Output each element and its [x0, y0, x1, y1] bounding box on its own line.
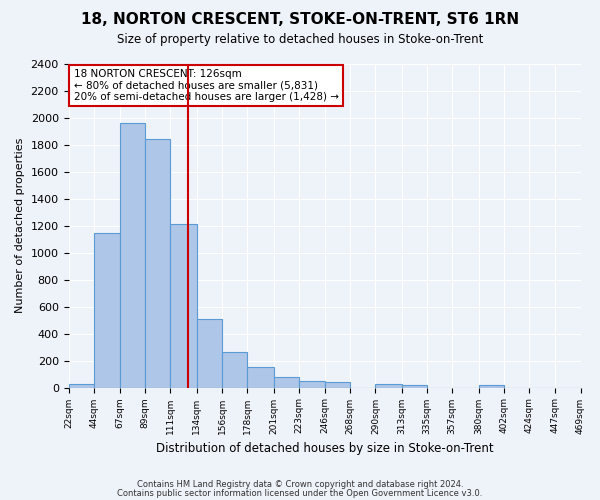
Bar	[145, 140, 170, 388]
Text: Size of property relative to detached houses in Stoke-on-Trent: Size of property relative to detached ho…	[117, 32, 483, 46]
Bar	[222, 352, 247, 388]
Bar	[325, 382, 350, 388]
Bar	[197, 319, 222, 388]
X-axis label: Distribution of detached houses by size in Stoke-on-Trent: Distribution of detached houses by size …	[156, 442, 493, 455]
Bar	[94, 232, 120, 388]
Y-axis label: Number of detached properties: Number of detached properties	[15, 138, 25, 314]
Bar	[247, 366, 274, 388]
Bar	[376, 384, 402, 388]
Bar	[68, 384, 94, 388]
Text: Contains HM Land Registry data © Crown copyright and database right 2024.: Contains HM Land Registry data © Crown c…	[137, 480, 463, 489]
Text: 18, NORTON CRESCENT, STOKE-ON-TRENT, ST6 1RN: 18, NORTON CRESCENT, STOKE-ON-TRENT, ST6…	[81, 12, 519, 28]
Bar	[402, 385, 427, 388]
Bar	[274, 377, 299, 388]
Text: Contains public sector information licensed under the Open Government Licence v3: Contains public sector information licen…	[118, 489, 482, 498]
Bar	[299, 381, 325, 388]
Bar	[120, 124, 145, 388]
Text: 18 NORTON CRESCENT: 126sqm
← 80% of detached houses are smaller (5,831)
20% of s: 18 NORTON CRESCENT: 126sqm ← 80% of deta…	[74, 69, 338, 102]
Bar	[170, 224, 197, 388]
Bar	[479, 384, 504, 388]
